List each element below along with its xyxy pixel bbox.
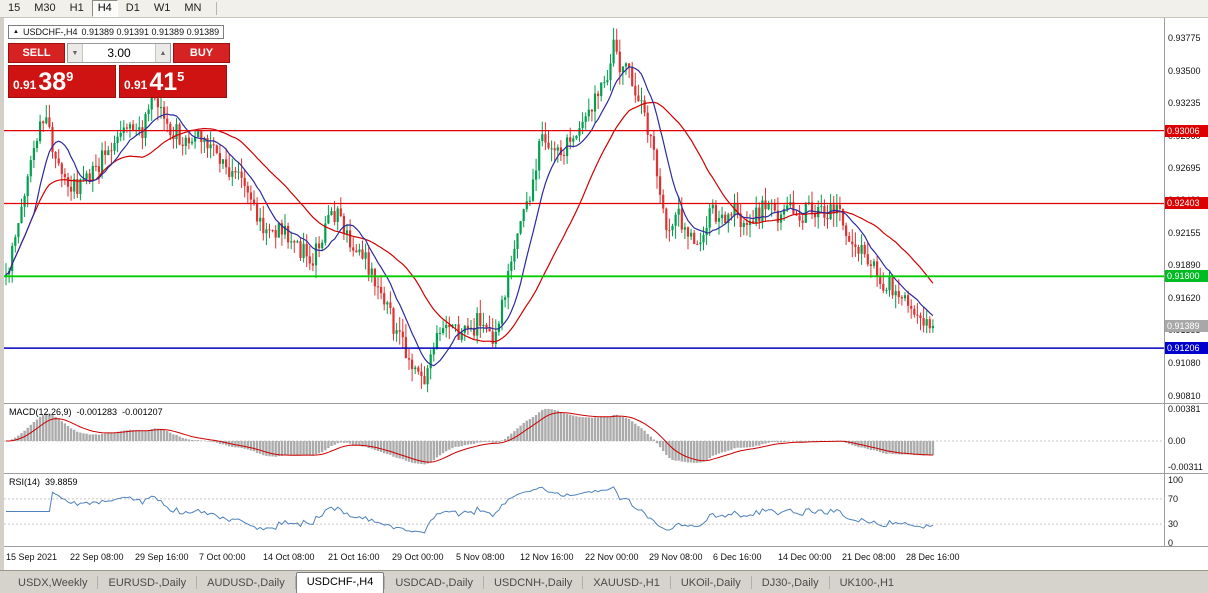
ma-slow-line	[5, 101, 934, 343]
time-tick: 6 Dec 16:00	[713, 552, 762, 562]
chart-tab-audusd[interactable]: AUDUSD-,Daily	[207, 577, 285, 589]
chart-tab-usdcad[interactable]: USDCAD-,Daily	[395, 577, 473, 589]
macd-signal-line	[6, 411, 933, 463]
timeframe-button-15[interactable]: 15	[8, 2, 21, 14]
time-tick: 29 Nov 08:00	[649, 552, 703, 562]
chart-symbol: USDCHF-,H4	[22, 27, 78, 37]
chart-tab-usdcnh[interactable]: USDCNH-,Daily	[493, 577, 573, 589]
chart-tab-xauusd[interactable]: XAUUSD-,H1	[593, 577, 660, 589]
volume-value[interactable]: 3.00	[107, 46, 131, 60]
price-tick: 0.93235	[1168, 98, 1201, 108]
volume-input[interactable]: ▼ 3.00 ▲	[67, 43, 171, 63]
time-tick: 21 Dec 08:00	[842, 552, 896, 562]
tab-separator	[750, 576, 752, 589]
rsi-axis-0: 0	[1168, 538, 1174, 548]
volume-decrease-icon[interactable]: ▼	[68, 44, 83, 62]
macd-axis-zero: 0.00	[1168, 436, 1186, 446]
timeframe-toolbar: 15 M30 H1 H4 D1 W1 MN	[0, 0, 1208, 18]
price-tick: 0.90810	[1168, 391, 1201, 401]
time-tick: 14 Dec 00:00	[778, 552, 832, 562]
chart-tab-usdx[interactable]: USDX,Weekly	[18, 577, 88, 589]
timeframe-button-mn[interactable]: MN	[184, 2, 202, 14]
chart-ohlc-values: 0.91389 0.91391 0.91389 0.91389	[81, 27, 220, 37]
ma-fast-line	[5, 66, 934, 367]
macd-main-value: -0.001283	[76, 407, 118, 417]
price-tick: 0.91620	[1168, 293, 1201, 303]
price-line-label: 0.92403	[1165, 197, 1208, 209]
time-tick: 5 Nov 08:00	[456, 552, 505, 562]
bid-pipette: 9	[66, 69, 74, 84]
price-tick: 0.92695	[1168, 163, 1201, 173]
rsi-line	[6, 486, 934, 534]
time-tick: 28 Dec 16:00	[906, 552, 960, 562]
time-tick: 29 Oct 00:00	[392, 552, 444, 562]
price-tick: 0.92155	[1168, 228, 1201, 238]
ask-big-digits: 41	[149, 68, 178, 96]
volume-increase-icon[interactable]: ▲	[155, 44, 170, 62]
chart-tab-usdchf[interactable]: USDCHF-,H4	[295, 572, 385, 593]
price-line-label: 0.91206	[1165, 342, 1208, 354]
chart-ohlc-header: ▲ USDCHF-,H4 0.91389 0.91391 0.91389 0.9…	[8, 25, 225, 39]
price-line-label: 0.91800	[1165, 270, 1208, 282]
time-tick: 14 Oct 08:00	[263, 552, 315, 562]
bid-prefix: 0.91	[13, 78, 37, 92]
rsi-value: 39.8859	[45, 477, 78, 487]
tab-separator	[482, 576, 484, 589]
time-tick: 7 Oct 00:00	[199, 552, 246, 562]
macd-indicator-label: MACD(12,26,9) -0.001283 -0.001207	[9, 407, 163, 417]
rsi-axis-100: 100	[1168, 475, 1184, 485]
ask-price-button[interactable]: 0.91 41 5	[119, 65, 227, 98]
timeframe-button-d1[interactable]: D1	[125, 2, 140, 14]
bid-big-digits: 38	[38, 68, 67, 96]
chart-tab-uk100[interactable]: UK100-,H1	[839, 577, 895, 589]
rsi-indicator-label: RSI(14) 39.8859	[9, 477, 78, 487]
time-tick: 22 Sep 08:00	[70, 552, 124, 562]
price-chart-svg	[4, 18, 1208, 547]
toolbar-separator	[216, 2, 218, 15]
price-tick: 0.93775	[1168, 33, 1201, 43]
ask-pipette: 5	[177, 69, 185, 84]
tab-separator	[384, 576, 386, 589]
rsi-axis-70: 70	[1168, 494, 1179, 504]
price-line-label: 0.91389	[1165, 320, 1208, 332]
time-tick: 21 Oct 16:00	[328, 552, 380, 562]
chart-tab-dj30[interactable]: DJ30-,Daily	[761, 577, 819, 589]
buy-button[interactable]: BUY	[173, 43, 230, 63]
macd-axis-bottom: -0.00311	[1168, 462, 1203, 472]
time-tick: 12 Nov 16:00	[520, 552, 574, 562]
tab-separator	[294, 576, 296, 589]
tab-separator	[669, 576, 671, 589]
chart-tab-bar: USDX,Weekly EURUSD-,Daily AUDUSD-,Daily USD…	[0, 570, 1208, 593]
tab-separator	[97, 576, 99, 589]
time-tick: 22 Nov 00:00	[585, 552, 639, 562]
tab-separator	[828, 576, 830, 589]
chart-tab-eurusd[interactable]: EURUSD-,Daily	[108, 577, 187, 589]
timeframe-button-w1[interactable]: W1	[153, 2, 171, 14]
price-tick: 0.93500	[1168, 66, 1201, 76]
tab-separator	[582, 576, 584, 589]
time-tick: 29 Sep 16:00	[135, 552, 189, 562]
price-tick: 0.91080	[1168, 358, 1201, 368]
rsi-name: RSI(14)	[9, 477, 41, 487]
chart-shift-icon: ▲	[13, 28, 19, 35]
timeframe-button-h4[interactable]: H4	[91, 0, 118, 17]
sell-button[interactable]: SELL	[8, 43, 65, 63]
ask-prefix: 0.91	[124, 78, 148, 92]
rsi-axis-30: 30	[1168, 519, 1179, 529]
macd-signal-value: -0.001207	[122, 407, 163, 417]
price-tick: 0.91890	[1168, 260, 1201, 270]
chart-tab-ukoil[interactable]: UKOil-,Daily	[680, 577, 741, 589]
timeframe-button-m30[interactable]: M30	[34, 2, 56, 14]
macd-name: MACD(12,26,9)	[9, 407, 72, 417]
price-line-label: 0.93006	[1165, 125, 1208, 137]
bid-price-button[interactable]: 0.91 38 9	[8, 65, 116, 98]
one-click-trading-panel: SELL ▼ 3.00 ▲ BUY 0.91 38 9 0.91 41 5	[8, 43, 230, 98]
macd-axis-top: 0.00381	[1168, 404, 1201, 414]
timeframe-button-h1[interactable]: H1	[69, 2, 84, 14]
tab-separator	[196, 576, 198, 589]
time-tick: 15 Sep 2021	[6, 552, 58, 562]
macd-histogram	[7, 408, 935, 465]
chart-window: ▲ USDCHF-,H4 0.91389 0.91391 0.91389 0.9…	[4, 18, 1208, 570]
